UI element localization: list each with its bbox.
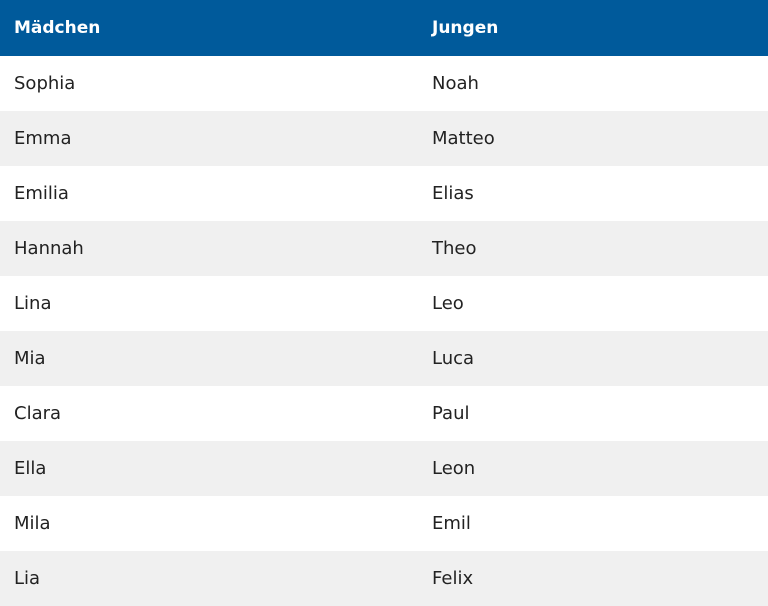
table-row: Lina Leo: [0, 276, 768, 331]
table-cell: Mila: [14, 513, 51, 534]
column-header: Mädchen: [0, 0, 418, 56]
header-row: Mädchen Jungen: [0, 0, 768, 56]
table-cell: Sophia: [14, 73, 76, 94]
table-row: Ella Leon: [0, 441, 768, 496]
table-row: Emilia Elias: [0, 166, 768, 221]
table-cell: Leo: [432, 293, 464, 314]
table-row: Mia Luca: [0, 331, 768, 386]
table-cell: Ella: [0, 441, 418, 496]
table-cell: Clara: [14, 403, 62, 424]
table-cell: Luca: [418, 331, 768, 386]
column-header: Jungen: [418, 0, 768, 56]
table-cell: Elias: [432, 183, 474, 204]
table-cell: Noah: [432, 73, 479, 94]
table-row: Emma Matteo: [0, 111, 768, 166]
table-row: Mila Emil: [0, 496, 768, 551]
table-cell: Felix: [418, 551, 768, 606]
table-cell: Paul: [432, 403, 470, 424]
table-cell: Theo: [418, 221, 768, 276]
table-cell: Lia: [0, 551, 418, 606]
table-cell: Mia: [0, 331, 418, 386]
table-cell: Leon: [418, 441, 768, 496]
table-cell: Hannah: [0, 221, 418, 276]
table-cell: Emma: [0, 111, 418, 166]
table-cell: Matteo: [418, 111, 768, 166]
table-body: Sophia Noah Emma Matteo Emilia Elias Hannah The…: [0, 56, 768, 606]
table-row: Clara Paul: [0, 386, 768, 441]
table-cell: Lina: [14, 293, 52, 314]
table-row: Hannah Theo: [0, 221, 768, 276]
table-cell: Emil: [432, 513, 471, 534]
table-row: Lia Felix: [0, 551, 768, 606]
table-cell: Emilia: [14, 183, 69, 204]
table-row: Sophia Noah: [0, 56, 768, 111]
